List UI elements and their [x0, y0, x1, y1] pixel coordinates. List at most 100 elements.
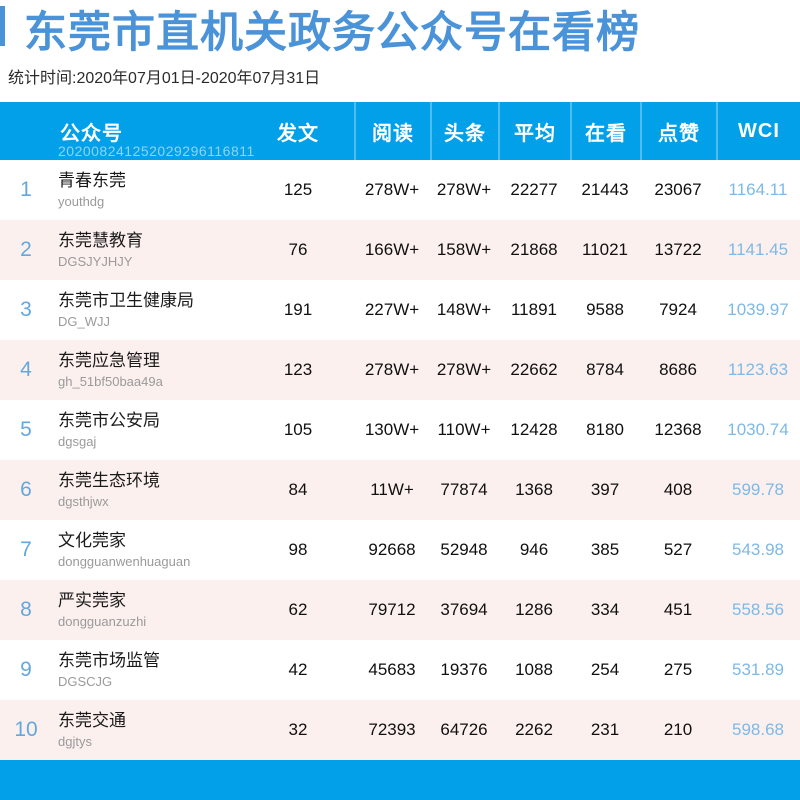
- average-cell: 2262: [515, 720, 553, 739]
- posts-cell: 98: [288, 540, 308, 559]
- reads-cell: 72393: [368, 720, 416, 739]
- reads-cell: 278W+: [364, 360, 420, 379]
- likes-cell: 451: [663, 600, 693, 619]
- average-cell: 1088: [515, 660, 553, 679]
- account-id: dongguanzuzhi: [58, 613, 147, 629]
- account-cell: 东莞应急管理 gh_51bf50baa49a: [52, 340, 242, 400]
- wci-cell: 531.89: [732, 660, 784, 679]
- rank-cell: 3: [20, 298, 32, 321]
- posts-cell: 76: [288, 240, 308, 259]
- wci-cell: 599.78: [732, 480, 784, 499]
- column-header-wci: WCI: [716, 102, 800, 160]
- posts-cell: 123: [283, 360, 313, 379]
- account-id: DGSJYJHJY: [58, 253, 133, 269]
- posts-cell: 191: [283, 300, 313, 319]
- average-cell: 22277: [510, 180, 558, 199]
- title-accent-bar: [0, 6, 5, 46]
- column-header-account: 公众号: [60, 122, 123, 145]
- account-cell: 东莞慧教育 DGSJYJHJY: [52, 220, 242, 280]
- reads-cell: 79712: [368, 600, 416, 619]
- posts-cell: 62: [288, 600, 308, 619]
- wci-cell: 598.68: [732, 720, 784, 739]
- reads-cell: 278W+: [364, 180, 420, 199]
- account-cell: 文化莞家 dongguanwenhuaguan: [52, 520, 242, 580]
- table-row: 5 东莞市公安局 dgsgaj 105 130W+ 110W+ 12428 81…: [0, 400, 800, 460]
- wci-cell: 1164.11: [728, 180, 788, 199]
- reads-cell: 166W+: [364, 240, 420, 259]
- account-cell: 东莞生态环境 dgsthjwx: [52, 460, 242, 520]
- wci-cell: 1030.74: [727, 420, 789, 439]
- inview-cell: 8180: [586, 420, 624, 439]
- table-row: 9 东莞市场监管 DGSCJG 42 45683 19376 1088 254 …: [0, 640, 800, 700]
- watermark-text: 202008241252029296116811: [58, 143, 255, 159]
- table-row: 1 青春东莞 youthdg 125 278W+ 278W+ 22277 214…: [0, 160, 800, 220]
- reads-cell: 45683: [368, 660, 416, 679]
- account-name: 东莞市卫生健康局: [58, 291, 194, 311]
- average-cell: 11891: [510, 300, 557, 319]
- reads-cell: 130W+: [364, 420, 420, 439]
- column-header-average: 平均: [498, 102, 570, 160]
- headline-cell: 278W+: [436, 180, 492, 199]
- likes-cell: 23067: [654, 180, 702, 199]
- average-cell: 1286: [515, 600, 553, 619]
- account-cell: 青春东莞 youthdg: [52, 160, 242, 220]
- likes-cell: 408: [663, 480, 693, 499]
- account-name: 东莞交通: [58, 711, 126, 731]
- account-name: 青春东莞: [58, 171, 126, 191]
- table-row: 10 东莞交通 dgjtys 32 72393 64726 2262 231 2…: [0, 700, 800, 760]
- inview-cell: 397: [590, 480, 620, 499]
- inview-cell: 11021: [581, 240, 628, 259]
- account-name: 东莞市公安局: [58, 411, 160, 431]
- inview-cell: 21443: [581, 180, 629, 199]
- rank-cell: 5: [20, 418, 32, 441]
- page-header: 东莞市直机关政务公众号在看榜 统计时间:2020年07月01日-2020年07月…: [0, 0, 800, 102]
- posts-cell: 42: [288, 660, 308, 679]
- likes-cell: 527: [663, 540, 693, 559]
- headline-cell: 37694: [440, 600, 488, 619]
- table-row: 4 东莞应急管理 gh_51bf50baa49a 123 278W+ 278W+…: [0, 340, 800, 400]
- average-cell: 1368: [515, 480, 553, 499]
- inview-cell: 9588: [586, 300, 624, 319]
- headline-cell: 158W+: [436, 240, 492, 259]
- table-row: 7 文化莞家 dongguanwenhuaguan 98 92668 52948…: [0, 520, 800, 580]
- account-name: 东莞生态环境: [58, 471, 160, 491]
- headline-cell: 19376: [440, 660, 488, 679]
- column-header-headline: 头条: [430, 102, 498, 160]
- average-cell: 12428: [510, 420, 558, 439]
- likes-cell: 8686: [659, 360, 697, 379]
- table-body: 1 青春东莞 youthdg 125 278W+ 278W+ 22277 214…: [0, 160, 800, 760]
- account-id: gh_51bf50baa49a: [58, 373, 163, 389]
- wci-cell: 1141.45: [727, 240, 789, 259]
- average-cell: 22662: [510, 360, 558, 379]
- account-cell: 东莞市公安局 dgsgaj: [52, 400, 242, 460]
- likes-cell: 7924: [659, 300, 697, 319]
- likes-cell: 210: [663, 720, 693, 739]
- account-cell: 东莞市卫生健康局 DG_WJJ: [52, 280, 242, 340]
- account-id: dgjtys: [58, 733, 92, 749]
- account-name: 东莞慧教育: [58, 231, 143, 251]
- account-name: 文化莞家: [58, 531, 126, 551]
- account-cell: 东莞交通 dgjtys: [52, 700, 242, 760]
- headline-cell: 77874: [440, 480, 488, 499]
- page-title: 东莞市直机关政务公众号在看榜: [24, 9, 640, 57]
- reads-cell: 92668: [368, 540, 416, 559]
- posts-cell: 105: [283, 420, 313, 439]
- headline-cell: 64726: [440, 720, 488, 739]
- table-row: 3 东莞市卫生健康局 DG_WJJ 191 227W+ 148W+ 11891 …: [0, 280, 800, 340]
- rank-cell: 6: [20, 478, 32, 501]
- reads-cell: 227W+: [364, 300, 420, 319]
- account-name: 东莞市场监管: [58, 651, 160, 671]
- rank-cell: 4: [20, 358, 32, 381]
- rank-cell: 1: [20, 178, 32, 201]
- account-name: 东莞应急管理: [58, 351, 160, 371]
- likes-cell: 13722: [654, 240, 702, 259]
- posts-cell: 84: [288, 480, 308, 499]
- rank-cell: 9: [20, 658, 32, 681]
- account-id: youthdg: [58, 193, 105, 209]
- headline-cell: 52948: [440, 540, 488, 559]
- wci-cell: 1123.63: [727, 360, 789, 379]
- inview-cell: 8784: [586, 360, 624, 379]
- footer-bar: [0, 760, 800, 800]
- rank-cell: 2: [20, 238, 32, 261]
- column-header-rank: [0, 102, 52, 160]
